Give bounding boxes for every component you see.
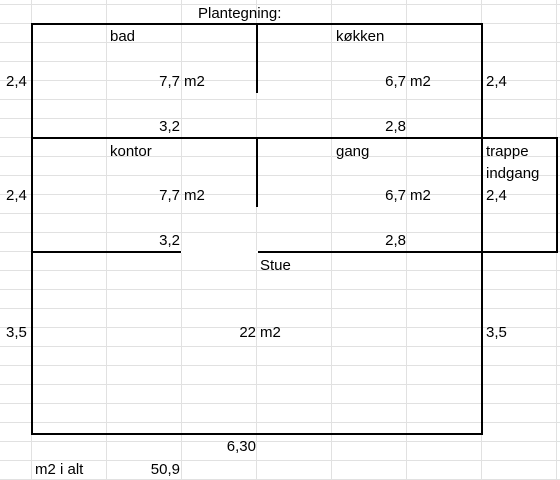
unit-kontor: m2 bbox=[184, 187, 205, 204]
width-gang: 2,8 bbox=[385, 232, 406, 249]
unit-kokken: m2 bbox=[410, 73, 431, 90]
wall-row1-bottom bbox=[31, 137, 558, 139]
wall-bottom bbox=[31, 433, 483, 435]
area-stue: 22 bbox=[239, 324, 256, 341]
unit-gang: m2 bbox=[410, 187, 431, 204]
height-row1-right: 2,4 bbox=[486, 73, 507, 90]
height-row3-left: 3,5 bbox=[6, 324, 27, 341]
width-kokken: 2,8 bbox=[385, 118, 406, 135]
door-opening-stue bbox=[181, 251, 258, 253]
room-label-bad: bad bbox=[110, 28, 136, 45]
unit-stue: m2 bbox=[260, 324, 281, 341]
wall-left bbox=[31, 23, 33, 435]
plan-title: Plantegning: bbox=[198, 5, 282, 22]
height-trappe: 2,4 bbox=[486, 187, 507, 204]
room-label-trappe: trappe bbox=[486, 143, 529, 160]
room-label-stue: Stue bbox=[260, 257, 291, 274]
wall-row2-bottom bbox=[31, 251, 558, 253]
width-stue: 6,30 bbox=[226, 438, 256, 455]
height-row3-right: 3,5 bbox=[486, 324, 507, 341]
area-bad: 7,7 bbox=[159, 73, 180, 90]
room-label-kokken: køkken bbox=[336, 28, 385, 45]
total-label: m2 i alt bbox=[35, 461, 84, 478]
wall-trappe-right bbox=[556, 137, 558, 253]
wall-bad-kokken bbox=[256, 23, 258, 93]
area-kontor: 7,7 bbox=[159, 187, 180, 204]
unit-bad: m2 bbox=[184, 73, 205, 90]
width-kontor: 3,2 bbox=[159, 232, 180, 249]
room-label-indgang: indgang bbox=[486, 165, 540, 182]
width-bad: 3,2 bbox=[159, 118, 180, 135]
area-gang: 6,7 bbox=[385, 187, 406, 204]
wall-kontor-gang bbox=[256, 137, 258, 207]
height-row1-left: 2,4 bbox=[6, 73, 27, 90]
room-label-gang: gang bbox=[336, 143, 370, 160]
wall-right bbox=[481, 23, 483, 435]
area-kokken: 6,7 bbox=[385, 73, 406, 90]
room-label-kontor: kontor bbox=[110, 143, 152, 160]
total-value: 50,9 bbox=[150, 461, 180, 478]
height-row2-left: 2,4 bbox=[6, 187, 27, 204]
